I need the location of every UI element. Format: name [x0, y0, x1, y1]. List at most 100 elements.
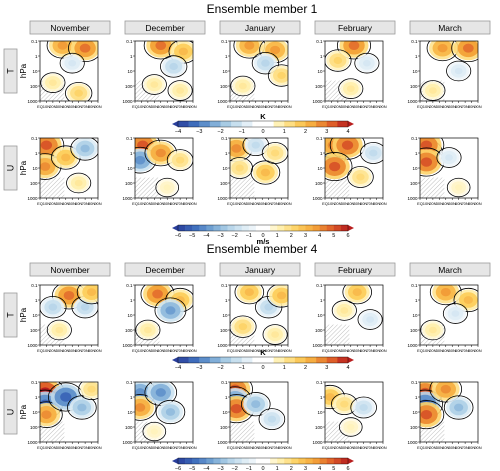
anomaly-core [244, 41, 255, 50]
y-tick-label: 1 [320, 395, 323, 400]
x-tick-label: 20N [144, 201, 151, 206]
y-tick-label: 1 [130, 298, 133, 303]
colorbar-segment [206, 458, 214, 464]
anomaly-core [437, 43, 448, 53]
x-tick-label: 50N [259, 348, 266, 353]
panel-field [40, 41, 98, 101]
colorbar-tick-label: 3 [304, 466, 307, 471]
row-label-box [3, 145, 18, 191]
significance-hatch [40, 177, 65, 198]
zero-contour [325, 49, 352, 72]
y-tick-label: 0.1 [316, 136, 323, 141]
x-tick-label: 40N [252, 104, 259, 109]
colorbar-tick-label: 1 [283, 365, 286, 371]
x-tick-label: 50N [259, 104, 266, 109]
y-tick-label: 0.1 [126, 283, 133, 288]
y-tick-label: 0.1 [126, 136, 133, 141]
x-tick-label: 40N [252, 201, 259, 206]
month-header [29, 262, 111, 277]
colorbar-frame [177, 120, 349, 128]
y-tick-label: 1 [130, 395, 133, 400]
colorbar-min-arrow [172, 225, 178, 231]
panel-field [325, 41, 383, 101]
colorbar-segment [178, 225, 186, 231]
anomaly-core [230, 403, 243, 414]
y-tick-label: 1 [320, 151, 323, 156]
zero-contour [338, 417, 363, 437]
y-tick-label: 100 [30, 84, 38, 89]
colorbar-tick-label: 5 [332, 466, 335, 471]
colorbar-segment [234, 225, 243, 231]
x-tick-label: 50N [354, 201, 361, 206]
x-tick-label: 90N [189, 348, 196, 353]
anomaly-core [271, 331, 280, 338]
x-tick-label: 30N [56, 445, 63, 450]
y-tick-label: 100 [410, 84, 418, 89]
x-tick-label: 50N [354, 104, 361, 109]
colorbar-tick-label: 1 [276, 233, 279, 239]
y-tick-label: 1000 [312, 343, 323, 348]
x-tick-label: 60N [360, 104, 367, 109]
y-tick-label: 0.1 [31, 39, 38, 44]
x-tick-label: 40N [62, 104, 69, 109]
zero-contour [331, 300, 357, 321]
anomaly-core [175, 156, 185, 164]
colorbar-segment [284, 357, 296, 363]
y-tick-label: 10 [412, 313, 418, 318]
x-tick-label: EQ [37, 104, 43, 109]
colorbar-tick-label: 2 [290, 233, 293, 239]
y-tick-label: 0.1 [221, 136, 228, 141]
panel-field [230, 41, 288, 101]
significance-hatch [325, 177, 350, 198]
colorbar-segment [270, 458, 278, 464]
x-tick-label: 80N [278, 348, 285, 353]
y-tick-label: 1000 [27, 440, 38, 445]
y-tick-label: 10 [32, 166, 38, 171]
zero-contour [46, 319, 72, 341]
colorbar: −6 −5 −4 −3 −2 −1 0 1 2 3 4 5 6 m/s [172, 224, 354, 246]
colorbar-segment [326, 458, 335, 464]
y-tick-label: 10 [127, 410, 133, 415]
significance-hatch [230, 177, 255, 198]
anomaly-core [155, 148, 166, 158]
zero-contour [357, 309, 383, 330]
x-tick-label: 10N [423, 348, 430, 353]
anomaly-core [428, 87, 437, 94]
x-tick-label: 40N [347, 445, 354, 450]
anomaly-core [462, 43, 474, 53]
panel-field [40, 285, 98, 345]
x-tick-label: 30N [151, 201, 158, 206]
anomaly-core [80, 144, 90, 153]
month-header-label: November [50, 23, 89, 33]
x-tick-label: EQ [227, 201, 233, 206]
x-tick-label: 40N [157, 201, 164, 206]
anomaly-core [86, 288, 97, 297]
colorbar-segment [291, 458, 299, 464]
zero-contour [436, 147, 462, 168]
zero-contour [68, 41, 98, 63]
y-tick-label: 1 [35, 298, 38, 303]
x-tick-label: 90N [94, 348, 101, 353]
colorbar-segment [340, 458, 349, 464]
x-tick-label: 30N [246, 104, 253, 109]
y-tick-label: 0.1 [316, 283, 323, 288]
x-tick-label: 10N [138, 445, 145, 450]
colorbar-segment [326, 225, 335, 231]
colorbar-unit: m/s [257, 237, 270, 246]
panel-field [325, 285, 383, 345]
panel-field [135, 382, 193, 442]
colorbar-segment [326, 121, 338, 127]
x-tick-label: 90N [474, 348, 481, 353]
x-tick-label: 20N [49, 445, 56, 450]
anomaly-core [329, 161, 341, 172]
panel-field [230, 138, 288, 198]
y-tick-label: 1000 [217, 196, 228, 201]
x-tick-label: 90N [284, 348, 291, 353]
anomaly-core [60, 392, 72, 402]
colorbar-segment [263, 121, 274, 127]
